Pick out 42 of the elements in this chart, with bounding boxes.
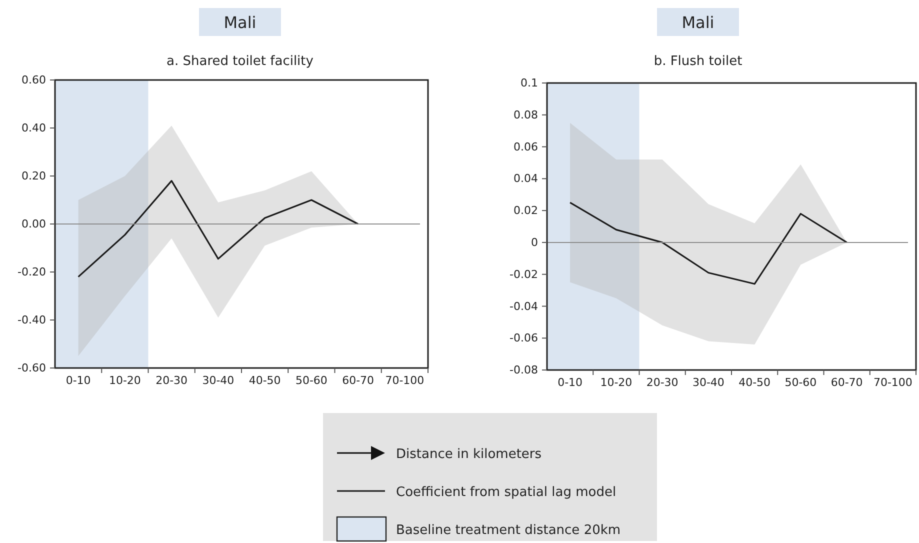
legend-label: Baseline treatment distance 20km <box>396 523 621 538</box>
y-tick-label: 0.02 <box>514 204 538 218</box>
y-tick-label: 0.60 <box>22 74 46 87</box>
y-tick-label: -0.04 <box>510 300 538 313</box>
x-tick-label: 0-10 <box>558 376 583 389</box>
y-tick-label: 0 <box>531 236 538 249</box>
x-tick-label: 0-10 <box>66 374 91 387</box>
x-tick-label: 10-20 <box>600 376 632 389</box>
y-tick-label: -0.06 <box>510 332 538 345</box>
y-tick-label: 0.08 <box>514 108 538 122</box>
y-tick-label: -0.40 <box>18 314 46 327</box>
y-tick-label: 0.20 <box>22 170 46 183</box>
x-tick-label: 10-20 <box>108 374 141 387</box>
chart-title: Mali <box>682 13 714 32</box>
x-tick-label: 20-30 <box>646 376 678 389</box>
x-tick-label: 70-100 <box>385 374 424 387</box>
y-tick-label: -0.02 <box>510 268 538 281</box>
y-tick-label: 0.1 <box>520 76 538 90</box>
legend-label: Coefficient from spatial lag model <box>396 485 616 500</box>
x-tick-label: 40-50 <box>248 374 281 387</box>
x-tick-label: 20-30 <box>156 374 188 387</box>
x-tick-label: 50-60 <box>295 374 328 387</box>
x-tick-label: 60-70 <box>342 374 374 387</box>
y-tick-label: 0.00 <box>22 218 46 231</box>
y-tick-label: -0.60 <box>18 362 46 375</box>
y-tick-label: -0.08 <box>510 364 538 377</box>
x-tick-label: 30-40 <box>202 374 234 387</box>
x-tick-label: 40-50 <box>738 376 771 389</box>
x-tick-label: 60-70 <box>830 376 863 389</box>
y-tick-label: 0.04 <box>514 172 538 186</box>
line-series <box>569 202 848 285</box>
chart-title: Mali <box>224 13 256 32</box>
line-series <box>78 180 359 278</box>
x-axis-title: Distance in kilometers <box>396 447 542 462</box>
chart-subtitle: b. Flush toilet <box>654 54 742 69</box>
y-tick-label: 0.06 <box>514 140 538 154</box>
y-tick-label: -0.20 <box>18 266 46 279</box>
chart-subtitle: a. Shared toilet facility <box>166 54 314 69</box>
y-tick-label: 0.40 <box>22 122 46 135</box>
x-tick-label: 70-100 <box>873 376 912 389</box>
x-tick-label: 50-60 <box>784 376 817 389</box>
x-tick-label: 30-40 <box>692 376 724 389</box>
